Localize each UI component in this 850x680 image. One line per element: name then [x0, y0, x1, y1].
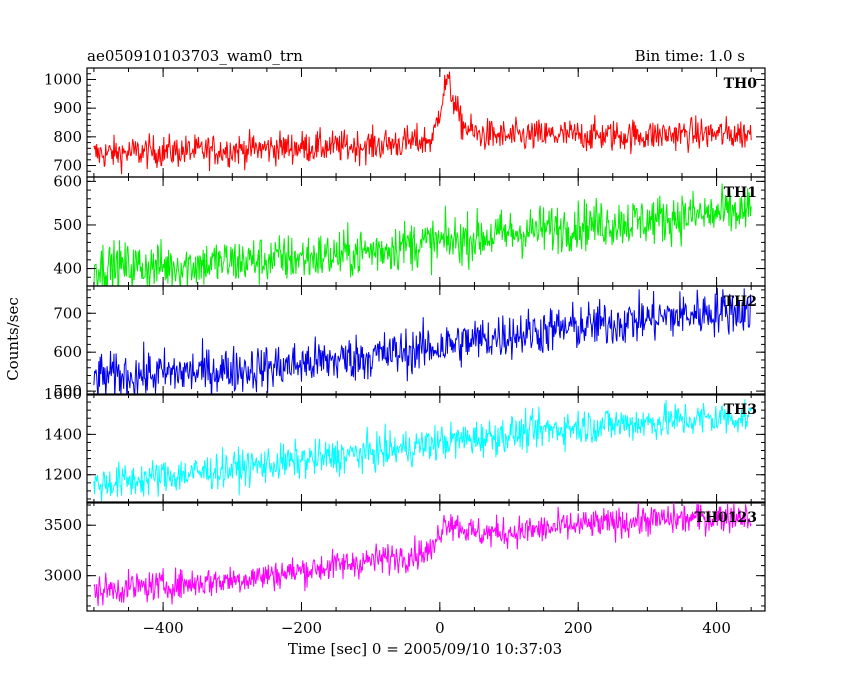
y-tick-label: 700 — [53, 304, 82, 322]
y-tick-label: 1400 — [44, 425, 82, 443]
y-tick-label: 500 — [53, 216, 82, 234]
panel-th3: 1200 1400 1600 TH3 — [44, 385, 766, 504]
y-tick-label: 3500 — [44, 516, 82, 534]
y-tick-label: 1200 — [44, 466, 82, 484]
series-line-th0123 — [93, 502, 752, 606]
panel-th0123: 3000 3500 TH0123 −400 −200 0 200 400 — [44, 501, 766, 637]
x-tick-label: 0 — [435, 619, 445, 637]
y-tick-label: 700 — [53, 157, 82, 175]
panel-th2: 500 600 700 TH2 — [53, 285, 766, 400]
y-tick-label: 900 — [53, 99, 82, 117]
x-axis-title: Time [sec] 0 = 2005/09/10 10:37:03 — [288, 640, 562, 658]
panel-frame — [86, 176, 766, 287]
y-tick-label: 3000 — [44, 567, 82, 585]
y-tick-label: 1600 — [44, 385, 82, 403]
y-tick-label: 600 — [53, 343, 82, 361]
x-tick-label: 200 — [564, 619, 593, 637]
y-axis-title: Counts/sec — [4, 297, 22, 381]
series-line-th3 — [93, 399, 752, 502]
chart-title: ae050910103703_wam0_trn — [87, 47, 303, 65]
panel-label-th1: TH1 — [724, 185, 757, 201]
panel-label-th0: TH0 — [724, 76, 758, 92]
series-line-th2 — [93, 287, 752, 395]
panel-th1: 400 500 600 TH1 — [53, 172, 766, 287]
panel-frame — [86, 393, 766, 504]
panel-frame — [86, 67, 766, 178]
y-tick-label: 600 — [53, 172, 82, 190]
x-tick-label: −400 — [143, 619, 184, 637]
y-tick-label: 800 — [53, 128, 82, 146]
y-tick-label: 1000 — [44, 70, 82, 88]
chart-subtitle: Bin time: 1.0 s — [635, 47, 745, 65]
y-tick-label: 400 — [53, 260, 82, 278]
panel-label-th3: TH3 — [724, 402, 757, 418]
panel-frame — [86, 285, 766, 396]
panel-frame — [86, 501, 766, 612]
panel-th0: 700 800 900 1000 TH0 — [44, 67, 766, 178]
y-tick-label: 500 — [53, 382, 82, 400]
x-tick-label: −200 — [281, 619, 322, 637]
x-tick-label: 400 — [702, 619, 731, 637]
series-line-th1 — [93, 183, 752, 286]
panel-label-th0123: TH0123 — [694, 510, 757, 526]
series-line-th0 — [93, 71, 752, 175]
panel-label-th2: TH2 — [724, 294, 757, 310]
